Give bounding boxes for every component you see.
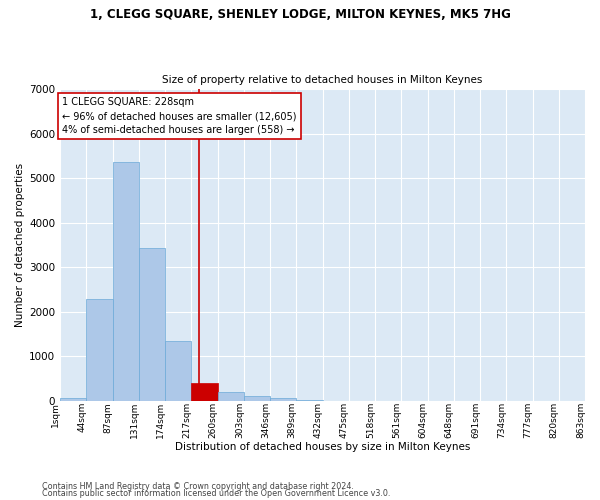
Bar [191,383,218,400]
Bar [139,248,165,400]
Bar [218,392,244,400]
Bar [165,342,191,400]
Text: Contains HM Land Registry data © Crown copyright and database right 2024.: Contains HM Land Registry data © Crown c… [42,482,354,491]
Text: 1 CLEGG SQUARE: 228sqm
← 96% of detached houses are smaller (12,605)
4% of semi-: 1 CLEGG SQUARE: 228sqm ← 96% of detached… [62,97,297,135]
Y-axis label: Number of detached properties: Number of detached properties [15,163,25,327]
Text: Contains public sector information licensed under the Open Government Licence v3: Contains public sector information licen… [42,490,391,498]
Text: 1, CLEGG SQUARE, SHENLEY LODGE, MILTON KEYNES, MK5 7HG: 1, CLEGG SQUARE, SHENLEY LODGE, MILTON K… [89,8,511,20]
X-axis label: Distribution of detached houses by size in Milton Keynes: Distribution of detached houses by size … [175,442,470,452]
Bar [113,162,139,400]
Title: Size of property relative to detached houses in Milton Keynes: Size of property relative to detached ho… [163,76,483,86]
Bar [270,398,296,400]
Bar [60,398,86,400]
Bar [244,396,270,400]
Bar [86,299,113,400]
